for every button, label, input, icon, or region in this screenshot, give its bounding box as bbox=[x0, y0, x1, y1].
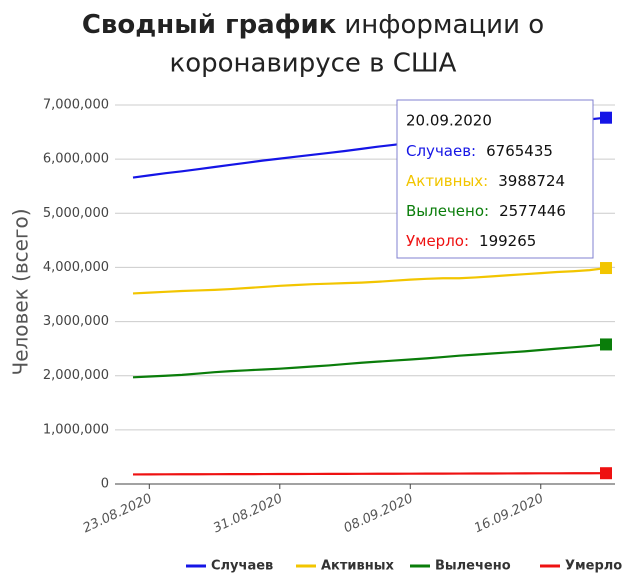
y-tick-label: 3,000,000 bbox=[43, 314, 109, 329]
chart-title: Сводный график информации о bbox=[82, 10, 544, 40]
series-line bbox=[132, 472, 607, 476]
tooltip-row: Вылечено: 2577446 bbox=[406, 202, 566, 220]
y-tick-label: 1,000,000 bbox=[43, 422, 109, 437]
tooltip-value: 3988724 bbox=[498, 172, 565, 190]
last-point bbox=[600, 262, 612, 275]
y-tick-label: 2,000,000 bbox=[43, 368, 109, 383]
tooltip-label: Вылечено: bbox=[406, 202, 489, 220]
title-bold: Сводный график bbox=[82, 10, 337, 40]
y-tick-label: 7,000,000 bbox=[43, 98, 109, 113]
tooltip-value: 199265 bbox=[479, 232, 536, 250]
tooltip-row: Активных: 3988724 bbox=[406, 172, 565, 190]
tooltip-label: Активных: bbox=[406, 172, 488, 190]
x-tick-label: 08.09.2020 bbox=[342, 491, 416, 536]
tooltip-row: Умерло: 199265 bbox=[406, 232, 536, 250]
legend-label: Умерло bbox=[565, 559, 622, 574]
title-part: информации о bbox=[344, 10, 544, 40]
y-tick-label: 5,000,000 bbox=[43, 206, 109, 221]
y-tick-label: 0 bbox=[101, 477, 109, 492]
x-tick-label: 23.08.2020 bbox=[81, 491, 155, 536]
tooltip: 20.09.2020 Случаев: 6765435 Активных: 398872… bbox=[396, 99, 594, 259]
y-axis-label: Человек (всего) bbox=[9, 208, 33, 375]
series-line bbox=[132, 343, 607, 379]
x-tick-label: 16.09.2020 bbox=[472, 491, 546, 536]
chart-title-line: коронавирусе в США bbox=[170, 49, 457, 79]
last-point bbox=[600, 111, 612, 124]
y-tick-label: 4,000,000 bbox=[43, 260, 109, 275]
legend-label: Вылечено bbox=[435, 559, 511, 574]
tooltip-label: Случаев: bbox=[406, 142, 476, 160]
tooltip-label: Умерло: bbox=[406, 232, 469, 250]
x-tick-label: 31.08.2020 bbox=[211, 491, 285, 536]
series-line bbox=[132, 266, 607, 295]
tooltip-value: 6765435 bbox=[486, 142, 553, 160]
tooltip-value: 2577446 bbox=[499, 202, 566, 220]
last-point bbox=[600, 467, 612, 480]
last-point bbox=[600, 338, 612, 351]
legend-label: Активных bbox=[321, 559, 394, 574]
tooltip-row: Случаев: 6765435 bbox=[406, 142, 553, 160]
tooltip-box bbox=[396, 99, 594, 259]
y-tick-label: 6,000,000 bbox=[43, 152, 109, 167]
legend-label: Случаев bbox=[211, 559, 273, 574]
tooltip-date: 20.09.2020 bbox=[406, 112, 492, 130]
